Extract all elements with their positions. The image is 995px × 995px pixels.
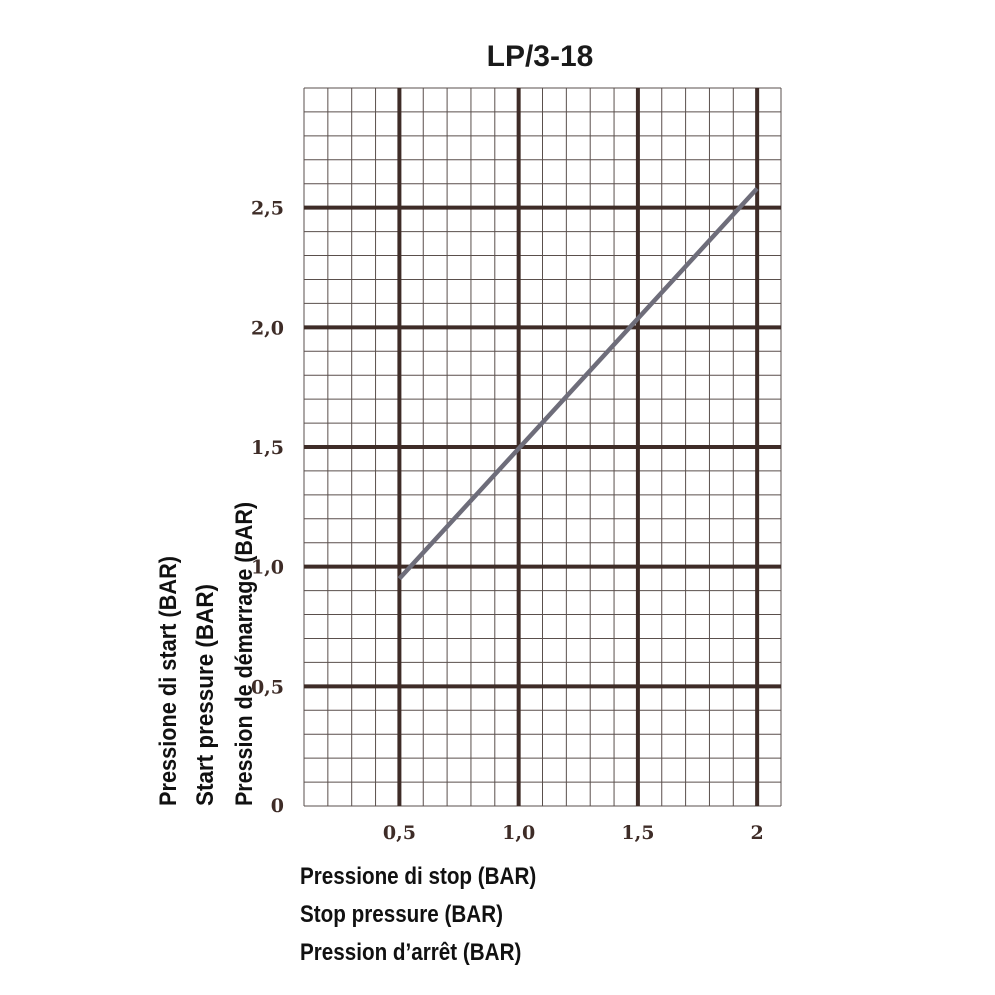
y-axis-label-3: Pression de démarrage (BAR) (231, 502, 258, 806)
y-axis-label-2: Start pressure (BAR) (192, 584, 219, 806)
y-tick-label: 1,5 (251, 437, 284, 459)
x-tick-label: 1,5 (621, 822, 654, 844)
x-tick-labels: 0,5 1,0 1,5 2 (383, 822, 764, 844)
y-tick-label: 0 (271, 795, 284, 817)
x-tick-label: 0,5 (383, 822, 416, 844)
x-tick-label: 1,0 (502, 822, 535, 844)
y-tick-label: 2,5 (251, 198, 284, 220)
y-axis-title: Pressione di start (BAR) Start pressure … (155, 502, 258, 806)
y-tick-labels: 0 0,5 1,0 1,5 2,0 2,5 (251, 198, 284, 817)
y-tick-label: 1,0 (251, 557, 284, 579)
x-tick-label: 2 (751, 822, 764, 844)
x-axis-label-2: Stop pressure (BAR) (300, 901, 503, 928)
chart-title: LP/3-18 (487, 40, 594, 73)
x-axis-title: Pressione di stop (BAR) Stop pressure (B… (300, 858, 575, 972)
y-tick-label: 0,5 (251, 676, 284, 698)
x-axis-label-1: Pressione di stop (BAR) (300, 863, 537, 890)
series-line (397, 186, 759, 581)
series-layer (397, 186, 759, 581)
y-axis-label-1: Pressione di start (BAR) (155, 556, 182, 806)
x-axis-label-3: Pression d’arrêt (BAR) (300, 939, 522, 966)
y-tick-label: 2,0 (251, 317, 284, 339)
